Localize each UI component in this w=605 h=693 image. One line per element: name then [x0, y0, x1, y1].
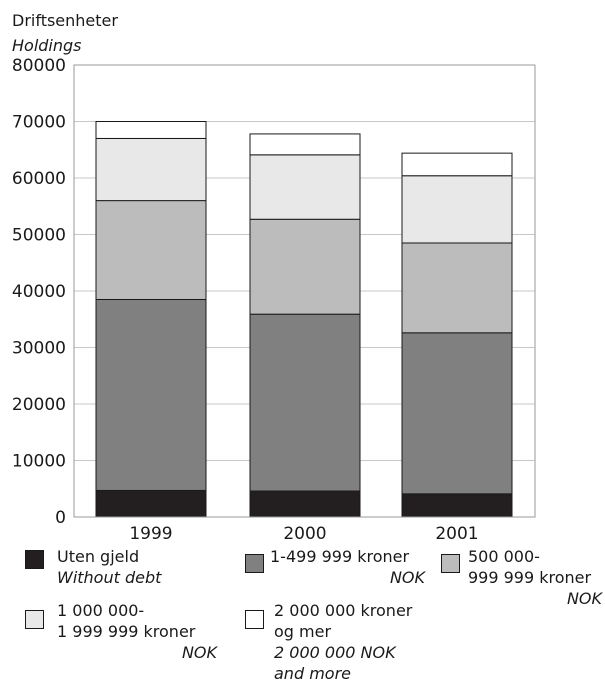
y-tick-label: 60000: [12, 169, 66, 189]
legend-label-line2: og mer: [274, 622, 332, 641]
y-tick-label: 30000: [12, 339, 66, 359]
legend-swatch-1000000-1999999: [25, 610, 44, 629]
y-tick-label: 70000: [12, 113, 66, 133]
legend-label-english: NOK: [181, 643, 217, 662]
bar-segment-2001-series-0: [401, 493, 513, 518]
legend-label-english-line2: and more: [274, 664, 351, 683]
legend-label-english: NOK: [389, 568, 425, 587]
legend-label: 1-499 999 kroner: [270, 547, 410, 566]
plot-frame: [73, 64, 536, 518]
bar-segment-2001-series-4: [401, 152, 513, 177]
legend-label: 2 000 000 kroner: [274, 601, 413, 620]
legend-swatch-without-debt: [25, 550, 44, 569]
bar-segment-2001-series-3: [401, 175, 513, 244]
legend-label-line2: 1 999 999 kroner: [57, 622, 196, 641]
bar-segment-2001-series-1: [401, 332, 513, 495]
legend-label: Uten gjeld: [57, 547, 140, 566]
y-tick-label: 50000: [12, 226, 66, 246]
y-axis-title: Driftsenheter: [12, 11, 118, 30]
y-tick-label: 80000: [12, 56, 66, 76]
bar-segment-2000-series-4: [249, 133, 361, 156]
y-tick-label: 40000: [12, 282, 66, 302]
y-axis-title-english: Holdings: [12, 36, 82, 55]
x-tick-label: 2000: [283, 524, 326, 540]
legend-label-english: NOK: [566, 589, 602, 608]
bar-segment-1999-series-4: [95, 121, 207, 139]
legend-label-line2: 999 999 kroner: [468, 568, 592, 587]
legend-label: 1 000 000-: [57, 601, 145, 620]
legend-swatch-1-499999: [245, 554, 264, 573]
legend-label-english: Without debt: [57, 568, 162, 587]
y-tick-label: 0: [55, 508, 66, 528]
y-tick-label: 10000: [12, 452, 66, 472]
y-tick-label: 20000: [12, 395, 66, 415]
bar-segment-2000-series-2: [249, 218, 361, 315]
bar-segment-2000-series-3: [249, 154, 361, 220]
bar-segment-2000-series-0: [249, 490, 361, 518]
bar-segment-1999-series-3: [95, 137, 207, 202]
bar-segment-1999-series-0: [95, 489, 207, 518]
legend-swatch-2000000-and-more: [245, 610, 264, 629]
legend-label-english: 2 000 000 NOK: [274, 643, 396, 662]
bar-segment-2000-series-1: [249, 313, 361, 492]
bar-segment-2001-series-2: [401, 242, 513, 334]
bar-segment-1999-series-2: [95, 200, 207, 300]
x-tick-label: 1999: [129, 524, 172, 540]
legend-swatch-500000-999999: [441, 554, 460, 573]
stacked-bar-chart: Driftsenheter Holdings 0 10000 20000 30000 4…: [12, 11, 536, 540]
bar-segment-1999-series-1: [95, 298, 207, 491]
x-tick-label: 2001: [435, 524, 478, 540]
legend-label: 500 000-: [468, 547, 540, 566]
